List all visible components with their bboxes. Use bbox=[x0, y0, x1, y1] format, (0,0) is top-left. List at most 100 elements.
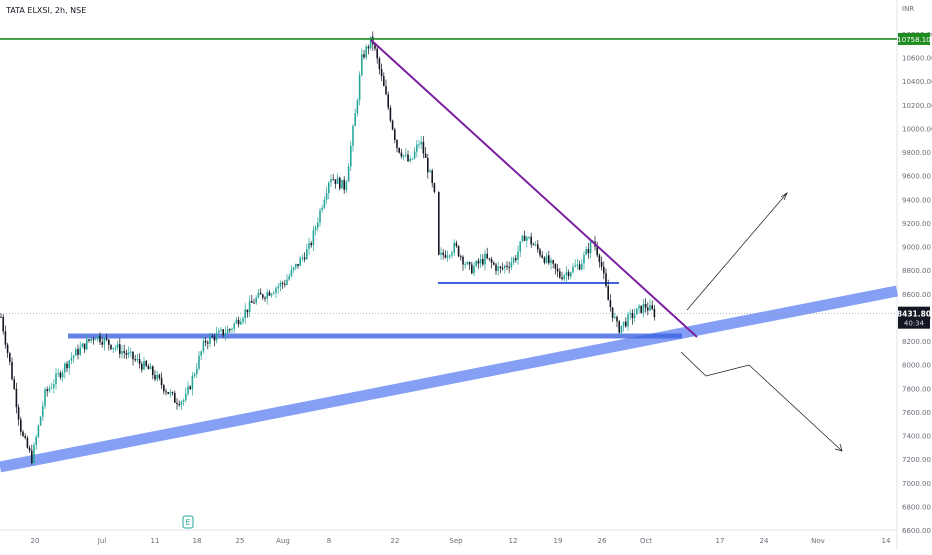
candle-body bbox=[570, 272, 572, 277]
candle-body bbox=[79, 347, 81, 355]
candle-body bbox=[431, 170, 433, 184]
candle-body bbox=[55, 373, 57, 385]
candle-body bbox=[600, 261, 603, 267]
candle-body bbox=[464, 264, 466, 266]
rising-support-band bbox=[0, 285, 899, 473]
y-tick-label: 7400.00 bbox=[902, 433, 931, 441]
candle-body bbox=[519, 241, 521, 252]
candle-body bbox=[39, 416, 42, 426]
candle-body bbox=[136, 358, 139, 360]
y-tick-label: 6600.00 bbox=[902, 527, 931, 535]
candle-body bbox=[427, 157, 429, 173]
x-tick-label: 20 bbox=[31, 537, 40, 545]
candle-body bbox=[127, 352, 130, 355]
candle-body bbox=[356, 100, 359, 114]
candle-body bbox=[477, 260, 480, 264]
y-tick-label: 7000.00 bbox=[902, 480, 931, 488]
candle-body bbox=[611, 307, 614, 318]
candle-body bbox=[330, 179, 332, 183]
y-tick-label: 9000.00 bbox=[902, 244, 931, 252]
candle-body bbox=[389, 107, 392, 121]
candle-body bbox=[295, 263, 297, 268]
candle-body bbox=[312, 230, 315, 246]
candle-body bbox=[490, 259, 493, 263]
candle-body bbox=[297, 263, 299, 266]
candle-body bbox=[548, 255, 550, 264]
candle-body bbox=[132, 351, 134, 360]
candle-body bbox=[629, 312, 631, 315]
candle-body bbox=[200, 351, 202, 356]
candle-body bbox=[145, 361, 147, 366]
symbol-title: TATA ELXSI, 2h, NSE bbox=[6, 6, 87, 15]
candle-body bbox=[114, 347, 117, 349]
breakdown-arrow-line bbox=[680, 351, 843, 452]
candle-body bbox=[284, 283, 286, 285]
candle-body bbox=[110, 344, 112, 350]
y-tick-label: 7800.00 bbox=[902, 385, 931, 393]
candle-body bbox=[358, 75, 361, 101]
candle-body bbox=[92, 338, 95, 340]
candle-body bbox=[244, 309, 246, 319]
ath-price-label: 10758.10 bbox=[897, 36, 930, 44]
candle-body bbox=[101, 342, 103, 345]
candle-body bbox=[147, 365, 150, 370]
candle-body bbox=[554, 263, 557, 269]
y-tick-label: 6800.00 bbox=[902, 503, 931, 511]
candle-body bbox=[121, 351, 123, 354]
candle-body bbox=[336, 177, 339, 184]
candle-body bbox=[576, 264, 579, 266]
candle-body bbox=[444, 255, 447, 258]
candle-body bbox=[622, 321, 625, 326]
candle-body bbox=[614, 316, 616, 318]
candle-body bbox=[242, 318, 244, 322]
candle-body bbox=[187, 386, 189, 394]
candle-body bbox=[213, 336, 216, 341]
candle-body bbox=[57, 372, 59, 374]
candle-body bbox=[385, 86, 387, 95]
candle-body bbox=[625, 321, 627, 327]
candle-body bbox=[484, 253, 486, 265]
candle-body bbox=[497, 266, 499, 271]
candle-body bbox=[220, 329, 222, 331]
candle-body bbox=[559, 271, 561, 278]
y-tick-label: 7200.00 bbox=[902, 456, 931, 464]
candle-body bbox=[222, 329, 224, 336]
candle-body bbox=[323, 199, 326, 208]
candle-body bbox=[88, 339, 90, 341]
y-tick-label: 10400.00 bbox=[902, 78, 932, 86]
candle-body bbox=[440, 252, 442, 255]
candle-body bbox=[332, 179, 334, 181]
x-tick-label: Jul bbox=[97, 537, 107, 545]
candle-body bbox=[112, 347, 114, 350]
candle-body bbox=[556, 268, 559, 272]
candle-body bbox=[2, 316, 4, 332]
candle-body bbox=[405, 154, 407, 156]
candle-body bbox=[380, 69, 383, 77]
candle-body bbox=[609, 300, 612, 308]
x-tick-label: 12 bbox=[509, 537, 518, 545]
y-tick-label: 9200.00 bbox=[902, 220, 931, 228]
candle-body bbox=[158, 374, 161, 379]
candle-body bbox=[178, 404, 180, 406]
candle-body bbox=[204, 340, 207, 343]
candle-body bbox=[176, 402, 178, 405]
candle-body bbox=[44, 389, 46, 407]
candle-body bbox=[185, 393, 187, 401]
candle-body bbox=[70, 357, 73, 361]
candle-body bbox=[543, 257, 546, 263]
breakdown-arrow-head bbox=[834, 443, 843, 452]
candle-body bbox=[539, 249, 541, 256]
candle-body bbox=[526, 237, 528, 241]
candle-body bbox=[235, 319, 238, 324]
candle-body bbox=[83, 343, 86, 350]
candle-body bbox=[182, 400, 185, 402]
candle-body bbox=[224, 333, 227, 336]
candle-body bbox=[453, 242, 455, 253]
candle-body bbox=[631, 312, 634, 319]
candle-body bbox=[499, 266, 502, 268]
breakout-arrow-line bbox=[686, 192, 788, 311]
candle-body bbox=[482, 259, 484, 265]
candle-body bbox=[361, 54, 363, 76]
candle-body bbox=[86, 339, 88, 350]
